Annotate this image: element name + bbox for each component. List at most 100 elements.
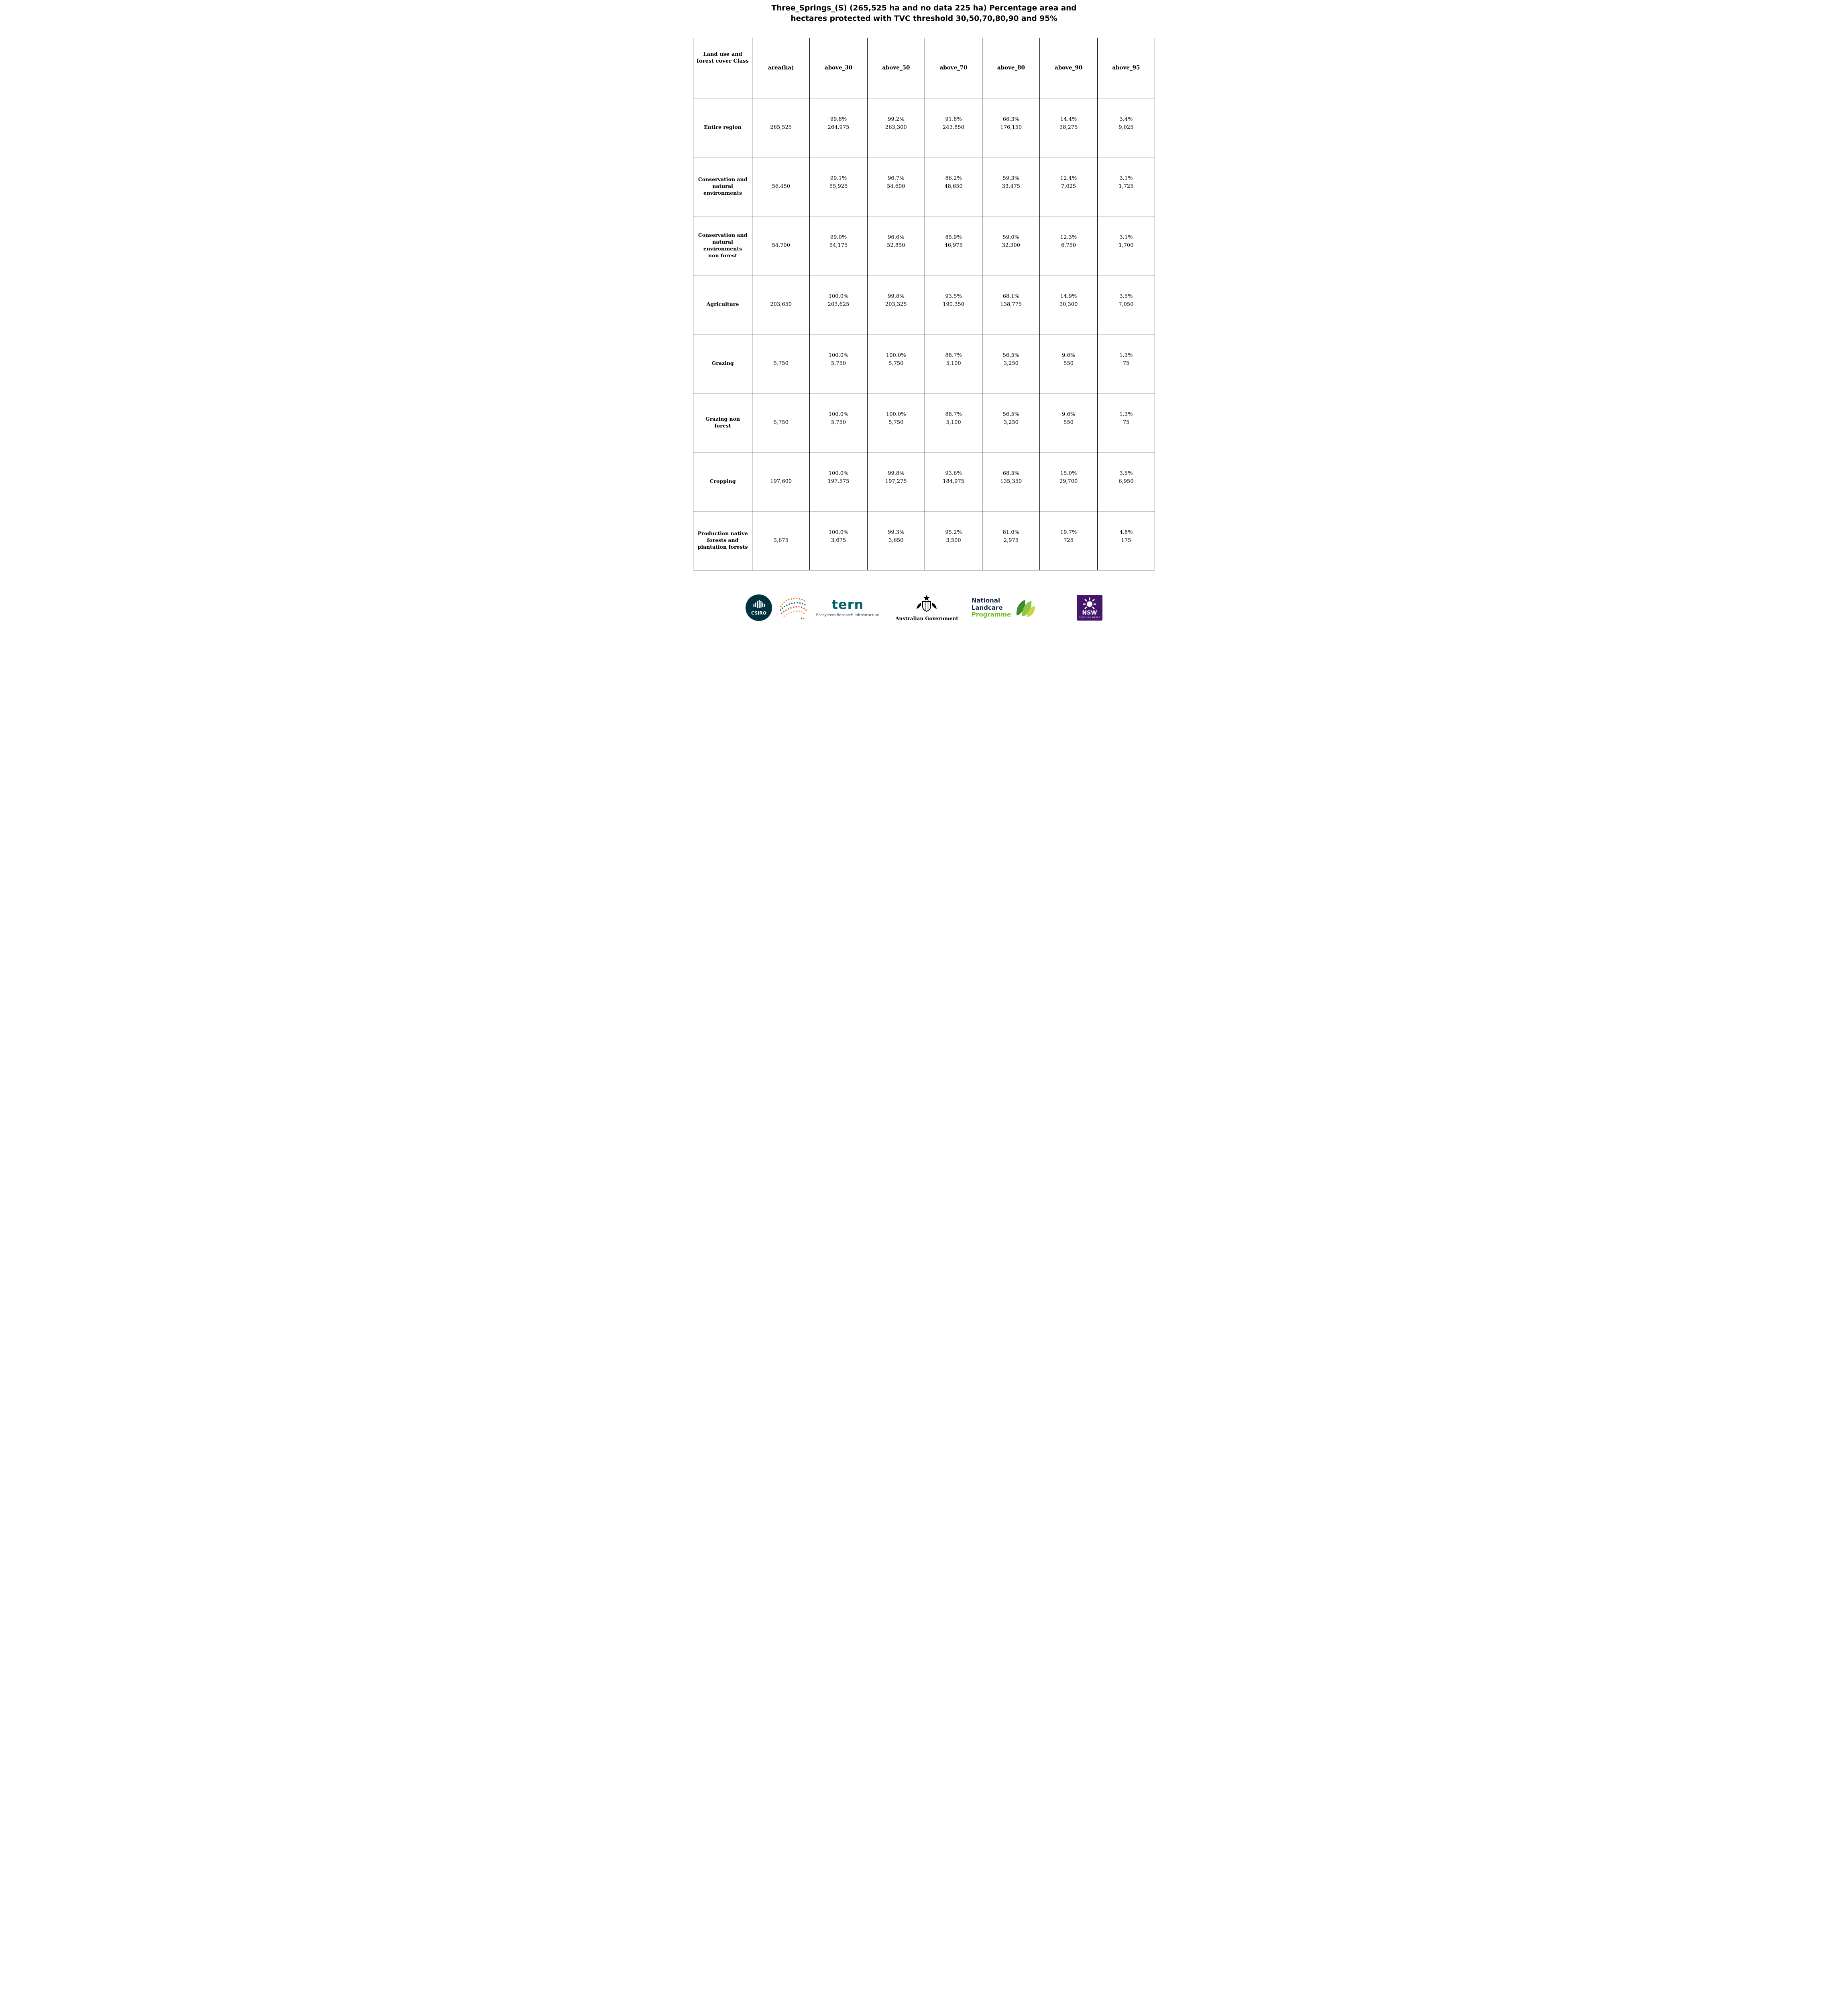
percent-value: 1.3%	[1119, 352, 1133, 358]
percent-value: 99.8%	[888, 470, 905, 476]
row-label: Conservation and natural environments	[693, 157, 753, 216]
hectares-value: 190,350	[943, 301, 964, 307]
hectares-value: 7,025	[1061, 183, 1076, 189]
percent-value: 96.7%	[888, 175, 905, 181]
hectares-value: 38,275	[1059, 124, 1078, 130]
hectares-value: 550	[1064, 419, 1074, 425]
landcare-leaves-icon	[1017, 600, 1035, 617]
threshold-cell: 3.1% 1,700	[1097, 216, 1155, 275]
threshold-cell: 95.2% 3,500	[924, 511, 983, 570]
hectares-value: 175	[1121, 537, 1131, 543]
percent-value: 100.0%	[828, 352, 849, 358]
row-label: Agriculture	[693, 275, 753, 334]
hectares-value: 263,300	[885, 124, 907, 130]
hectares-value: 197,575	[827, 478, 850, 484]
percent-value: 4.8%	[1119, 529, 1133, 535]
percent-value: 3.1%	[1119, 175, 1133, 181]
hectares-value: 3,250	[1003, 419, 1019, 425]
col-header-above-95: above_95	[1097, 37, 1155, 98]
waratah-icon	[1083, 597, 1096, 609]
csiro-circle-icon: CSIRO	[745, 594, 772, 621]
tern-logo: tern Ecosystem Research Infrastructure	[816, 598, 879, 617]
percent-value: 99.2%	[888, 116, 905, 122]
tern-subtitle: Ecosystem Research Infrastructure	[816, 613, 880, 618]
hectares-value: 52,850	[887, 242, 905, 248]
threshold-cell: 100.0% 3,675	[809, 511, 868, 570]
hectares-value: 203,325	[885, 301, 907, 307]
threshold-cell: 3.5% 7,050	[1097, 275, 1155, 334]
row-label: Cropping	[693, 452, 753, 511]
area-cell: 203,650	[752, 275, 810, 334]
threshold-cell: 14.4% 38,275	[1039, 98, 1098, 157]
hectares-value: 75	[1123, 419, 1130, 425]
threshold-cell: 99.8% 264,975	[809, 98, 868, 157]
threshold-cell: 56.5% 3,250	[982, 393, 1040, 452]
col-header-above-30: above_30	[809, 37, 868, 98]
hectares-value: 75	[1123, 360, 1130, 366]
percent-value: 68.1%	[1002, 293, 1019, 299]
page-title: Three_Springs_(S) (265,525 ha and no dat…	[771, 4, 1077, 23]
hectares-value: 203,625	[827, 301, 850, 307]
threshold-cell: 4.8% 175	[1097, 511, 1155, 570]
percent-value: 14.4%	[1060, 116, 1077, 122]
percent-value: 9.6%	[1062, 411, 1076, 417]
threshold-cell: 12.4% 7,025	[1039, 157, 1098, 216]
threshold-cell: 100.0% 5,750	[809, 334, 868, 393]
threshold-cell: 99.8% 203,325	[867, 275, 925, 334]
percent-value: 14.9%	[1060, 293, 1077, 299]
percent-value: 99.1%	[830, 175, 847, 181]
hectares-value: 264,975	[827, 124, 850, 130]
threshold-cell: 59.0% 32,300	[982, 216, 1040, 275]
hectares-value: 5,100	[946, 360, 961, 366]
threshold-cell: 100.0% 203,625	[809, 275, 868, 334]
landcare-line3: Programme	[971, 611, 1011, 618]
threshold-cell: 93.6% 184,975	[924, 452, 983, 511]
threshold-cell: 3.5% 6,950	[1097, 452, 1155, 511]
table-row: Grazing 5,750 100.0% 5,750 100.0% 5,750 88.7% 5…	[693, 334, 1155, 393]
threshold-cell: 88.7% 5,100	[924, 334, 983, 393]
threshold-cell: 9.6% 550	[1039, 393, 1098, 452]
hectares-value: 54,175	[829, 242, 848, 248]
report-page: Three_Springs_(S) (265,525 ha and no dat…	[693, 0, 1155, 634]
percent-value: 19.7%	[1060, 529, 1077, 535]
area-cell: 197,600	[752, 452, 810, 511]
hectares-value: 6,950	[1119, 478, 1134, 484]
csiro-logo: CSIRO	[745, 594, 772, 621]
threshold-cell: 12.3% 6,750	[1039, 216, 1098, 275]
hectares-value: 5,750	[831, 360, 846, 366]
percent-value: 85.9%	[945, 234, 962, 240]
percent-value: 86.2%	[945, 175, 962, 181]
threshold-cell: 100.0% 5,750	[867, 393, 925, 452]
hectares-value: 3,675	[831, 537, 846, 543]
percent-value: 100.0%	[828, 293, 849, 299]
hectares-value: 5,750	[831, 419, 846, 425]
area-cell: 5,750	[752, 393, 810, 452]
threshold-cell: 96.6% 52,850	[867, 216, 925, 275]
percent-value: 91.8%	[945, 116, 962, 122]
percent-value: 93.6%	[945, 470, 962, 476]
threshold-cell: 3.4% 9,025	[1097, 98, 1155, 157]
csiro-label: CSIRO	[751, 611, 766, 616]
row-label: Grazing non forest	[693, 393, 753, 452]
hectares-value: 5,750	[888, 360, 904, 366]
threshold-cell: 91.8% 243,850	[924, 98, 983, 157]
percent-value: 3.5%	[1119, 293, 1133, 299]
percent-value: 99.3%	[888, 529, 905, 535]
hectares-value: 135,350	[1000, 478, 1022, 484]
landcare-line1: National	[971, 597, 1000, 605]
area-cell: 56,450	[752, 157, 810, 216]
area-cell: 265,525	[752, 98, 810, 157]
hectares-value: 1,725	[1119, 183, 1134, 189]
threshold-cell: 68.5% 135,350	[982, 452, 1040, 511]
area-cell: 5,750	[752, 334, 810, 393]
percent-value: 99.8%	[830, 116, 847, 122]
threshold-cell: 85.9% 46,975	[924, 216, 983, 275]
row-label: Grazing	[693, 334, 753, 393]
hectares-value: 9,025	[1119, 124, 1134, 130]
percent-value: 96.6%	[888, 234, 905, 240]
percent-value: 99.0%	[830, 234, 847, 240]
percent-value: 68.5%	[1002, 470, 1019, 476]
percent-value: 15.0%	[1060, 470, 1077, 476]
percent-value: 81.0%	[1002, 529, 1019, 535]
table-row: Grazing non forest 5,750 100.0% 5,750 100.0%…	[693, 393, 1155, 452]
